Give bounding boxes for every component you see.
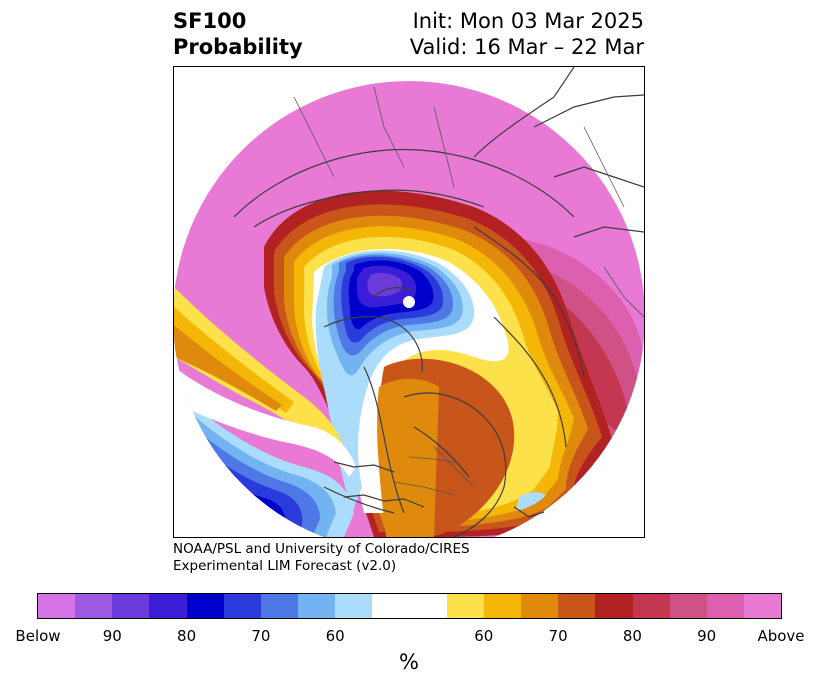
colorbar-cell [75, 594, 113, 618]
init-date: Init: Mon 03 Mar 2025 [412, 9, 644, 33]
forecast-map [174, 67, 644, 537]
colorbar-cell [149, 594, 187, 618]
credit-line-1: NOAA/PSL and University of Colorado/CIRE… [173, 541, 470, 557]
colorbar-tick-label: Above [757, 627, 805, 645]
borders [293, 86, 644, 496]
colorbar-tick-label: 60 [474, 627, 494, 645]
credit-line-2: Experimental LIM Forecast (v2.0) [173, 558, 397, 574]
shade-ring [174, 367, 356, 477]
product-type: Probability [173, 35, 303, 59]
shade-ring [174, 287, 344, 457]
colorbar-cell [223, 594, 261, 618]
probability-field [174, 81, 644, 537]
colorbar-cell [595, 594, 633, 618]
colorbar-cell [521, 594, 559, 618]
shade-ring [174, 479, 247, 537]
colorbar-unit: % [399, 650, 419, 674]
colorbar-cell [298, 594, 336, 618]
colorbar-cell [372, 594, 410, 618]
colorbar-cell [112, 594, 150, 618]
colorbar [37, 593, 782, 619]
shade-ring [174, 307, 294, 413]
colorbar-tick-label: 90 [697, 627, 717, 645]
colorbar-cell [38, 594, 76, 618]
colorbar-cell [632, 594, 670, 618]
product-name: SF100 [173, 9, 247, 33]
colorbar-tick-label: 80 [622, 627, 642, 645]
valid-range: Valid: 16 Mar – 22 Mar [409, 35, 644, 59]
title-left: SF100 Probability [173, 8, 303, 60]
pole-marker [403, 296, 415, 308]
colorbar-cell [558, 594, 596, 618]
colorbar-tick-label: Below [15, 627, 61, 645]
shade-ring [174, 325, 282, 411]
colorbar-cell [483, 594, 522, 618]
map-frame [173, 66, 645, 538]
colorbar-cell [743, 594, 782, 618]
colorbar-cell [669, 594, 707, 618]
shade-ring [516, 492, 546, 511]
colorbar-cell [260, 594, 299, 618]
colorbar-cell [409, 594, 447, 618]
colorbar-cell [706, 594, 744, 618]
colorbar-cell [186, 594, 224, 618]
shade-ring [377, 378, 439, 537]
colorbar-tick-label: 70 [548, 627, 568, 645]
coastlines [233, 67, 644, 537]
colorbar-tick-label: 60 [325, 627, 345, 645]
colorbar-tick-label: 70 [251, 627, 271, 645]
colorbar-tick-label: 80 [177, 627, 197, 645]
shade-ring [367, 272, 403, 297]
colorbar-tick-label: 90 [102, 627, 122, 645]
colorbar-cell [335, 594, 373, 618]
colorbar-cell [446, 594, 484, 618]
colorbar-ticks: Below 90 80 70 60 60 70 80 90 Above [0, 627, 819, 647]
title-right: Init: Mon 03 Mar 2025 Valid: 16 Mar – 22… [410, 8, 644, 60]
credit: NOAA/PSL and University of Colorado/CIRE… [173, 541, 470, 575]
